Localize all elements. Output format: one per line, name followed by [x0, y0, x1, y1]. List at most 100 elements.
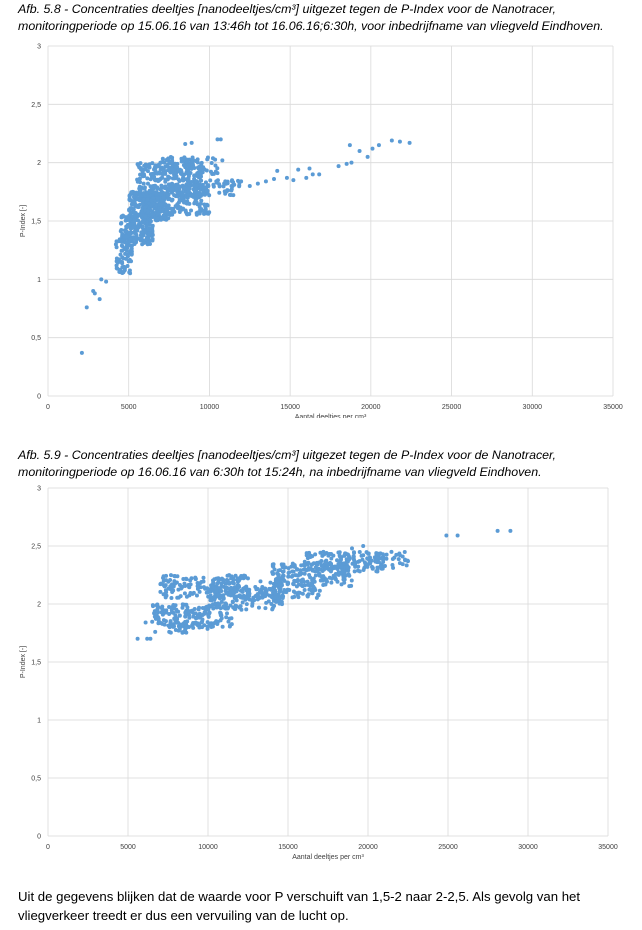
data-point [308, 575, 313, 580]
data-point [137, 237, 142, 242]
data-point [338, 554, 343, 559]
data-point [185, 167, 190, 172]
data-point [329, 556, 334, 561]
y-tick-label: 2 [37, 160, 41, 167]
data-point [328, 560, 333, 565]
data-point [132, 217, 137, 222]
data-point [242, 585, 247, 590]
data-point [194, 200, 199, 205]
data-point [272, 567, 277, 572]
data-point [133, 235, 138, 240]
x-tick-label: 25000 [438, 844, 458, 851]
y-axis-label: P-Index [-] [20, 646, 27, 678]
data-point [142, 185, 147, 190]
data-point [291, 582, 296, 587]
data-point [145, 636, 150, 641]
data-point [127, 231, 132, 236]
data-point [302, 563, 307, 568]
x-tick-label: 30000 [523, 404, 543, 411]
data-point [296, 582, 301, 587]
data-point [342, 553, 347, 558]
x-tick-label: 20000 [358, 844, 378, 851]
data-point [179, 172, 184, 177]
data-point [314, 560, 319, 565]
data-point [337, 550, 342, 555]
data-point [310, 567, 315, 572]
data-point [344, 161, 349, 166]
data-point [217, 596, 222, 601]
data-point [259, 590, 264, 595]
data-point [292, 594, 297, 599]
data-point [322, 552, 327, 557]
data-point [260, 595, 265, 600]
data-point [226, 619, 231, 624]
data-point [370, 565, 375, 570]
data-point [177, 613, 182, 618]
data-point [138, 166, 143, 171]
data-point [126, 259, 131, 264]
data-point [305, 593, 310, 598]
data-point [182, 186, 187, 191]
data-point [223, 601, 228, 606]
data-point [125, 234, 130, 239]
data-point [176, 620, 181, 625]
data-point [255, 587, 260, 592]
y-tick-label: 0 [37, 394, 41, 401]
data-point [186, 163, 191, 168]
data-point [145, 176, 150, 181]
data-point [296, 595, 301, 600]
data-point [136, 222, 141, 227]
data-point [193, 615, 198, 620]
data-point [321, 583, 326, 588]
data-point [361, 568, 366, 573]
data-point [305, 579, 310, 584]
data-point [177, 626, 182, 631]
data-point [352, 550, 357, 555]
data-point [317, 588, 322, 593]
data-point [163, 179, 168, 184]
data-point [336, 572, 341, 577]
data-point [398, 553, 402, 558]
data-point [166, 206, 171, 211]
data-point [155, 196, 160, 201]
data-point [182, 591, 187, 596]
data-point [203, 180, 208, 185]
data-point [336, 164, 341, 169]
data-point [177, 179, 182, 184]
data-point [161, 166, 166, 171]
data-point [207, 193, 212, 198]
data-point [173, 204, 178, 209]
data-point [193, 186, 198, 191]
data-point [353, 564, 358, 569]
data-point [99, 277, 104, 282]
data-point [131, 207, 136, 212]
data-point [213, 620, 218, 625]
data-point [171, 168, 176, 173]
data-point [170, 187, 175, 192]
data-point [183, 210, 188, 215]
data-point [296, 167, 301, 172]
data-point [138, 213, 143, 218]
data-point [123, 251, 128, 256]
data-point [299, 579, 304, 584]
data-point [329, 580, 334, 585]
data-point [169, 622, 174, 627]
data-point [351, 554, 356, 559]
data-point [184, 577, 189, 582]
conclusion-paragraph: Uit de gegevens blijken dat de waarde vo… [18, 887, 633, 925]
data-point [263, 590, 268, 595]
data-point [311, 588, 316, 593]
data-point [193, 620, 198, 625]
caption-line: monitoringperiode op 15.06.16 van 13:46h… [18, 19, 604, 33]
figure-caption-5-8: Afb. 5.8 - Concentraties deeltjes [nanod… [18, 1, 628, 35]
y-tick-label: 2,5 [31, 102, 41, 109]
data-point [190, 608, 195, 613]
data-point [306, 566, 311, 571]
data-point [165, 162, 170, 167]
data-point [230, 184, 235, 189]
data-point [349, 583, 354, 588]
data-point [84, 305, 89, 310]
data-point [139, 230, 144, 235]
data-point [184, 594, 189, 599]
data-point [151, 195, 156, 200]
